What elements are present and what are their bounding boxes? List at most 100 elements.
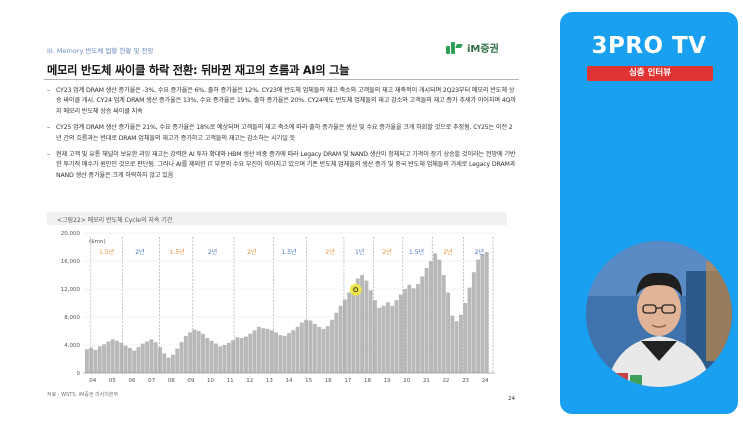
- x-tick-label: 12: [246, 378, 253, 384]
- bar: [140, 343, 145, 373]
- cycle-label: 2년: [382, 248, 391, 256]
- chart-caption: <그림22> 메모리 반도체 Cycle의 지속 기간: [57, 217, 173, 224]
- x-tick-label: 21: [423, 378, 430, 384]
- bar: [274, 332, 279, 373]
- x-tick-label: 17: [344, 378, 351, 384]
- bar: [166, 357, 171, 373]
- bar: [175, 348, 180, 373]
- bar: [205, 338, 210, 373]
- bar: [338, 305, 343, 373]
- bar: [351, 285, 356, 373]
- cycle-label: 2년: [135, 248, 144, 256]
- bar: [153, 342, 158, 373]
- x-tick-label: 15: [305, 378, 312, 384]
- bullet-item: CY25 업계 DRAM 생산 증가율은 21%, 수요 증가율은 18%로 예…: [47, 123, 517, 144]
- cycle-label: 2년: [443, 248, 452, 256]
- bar: [123, 345, 128, 373]
- bar: [201, 333, 205, 373]
- chart-plot: 0 4,000 8,000 12,000 16,000 20,000 ($mn) 1.5년 2년…: [61, 231, 495, 384]
- brand-name: iM증권: [467, 44, 499, 55]
- slide-title: 메모리 반도체 싸이클 하락 전환: 뒤바뀐 재고의 흐름과 AI의 그늘: [47, 64, 350, 77]
- bar: [287, 333, 291, 373]
- bar: [226, 342, 231, 373]
- bar: [115, 340, 119, 373]
- x-tick-label: 10: [207, 378, 214, 384]
- bar: [334, 312, 339, 373]
- cycle-label: 2년: [208, 248, 217, 256]
- bar: [446, 292, 451, 373]
- bar: [244, 336, 248, 373]
- x-tick-label: 16: [325, 378, 332, 384]
- bar: [106, 341, 111, 373]
- bar: [407, 284, 412, 373]
- chart-caption-bar: [47, 212, 507, 225]
- cycle-label: 2년: [247, 248, 256, 256]
- bar: [110, 339, 115, 373]
- bar: [196, 331, 201, 373]
- cycle-chart: <그림22> 메모리 반도체 Cycle의 지속 기간 0 4,000 8,000 1…: [47, 207, 507, 397]
- bar: [377, 307, 382, 373]
- x-tick-label: 09: [187, 378, 194, 384]
- bar: [299, 322, 304, 373]
- cycle-label: 1.5년: [99, 248, 114, 256]
- x-tick-label: 13: [266, 378, 273, 384]
- page-number: 24: [508, 396, 515, 402]
- bar: [248, 333, 253, 373]
- y-tick-label: 4,000: [64, 343, 80, 349]
- bar: [209, 340, 214, 373]
- bar: [235, 337, 240, 373]
- bar: [312, 324, 317, 373]
- bar: [102, 344, 107, 373]
- bar: [360, 275, 365, 373]
- x-tick-label: 22: [442, 378, 449, 384]
- bar: [158, 347, 162, 373]
- x-tick-label: 05: [109, 378, 116, 384]
- bar: [89, 347, 94, 373]
- bar: [381, 305, 386, 373]
- brand-logo: iM증권: [446, 40, 499, 55]
- bar: [97, 346, 102, 373]
- y-tick-label: 8,000: [64, 315, 80, 321]
- bar: [93, 349, 98, 373]
- bar: [364, 280, 369, 373]
- bar: [231, 340, 236, 373]
- bar: [188, 332, 193, 373]
- bar: [416, 284, 420, 373]
- bar: [265, 328, 270, 373]
- cycle-label: 1.5년: [170, 248, 185, 256]
- bar: [149, 339, 154, 373]
- guest-camera-feed: [586, 241, 732, 387]
- bar: [218, 346, 223, 373]
- cycle-label: 1.5년: [409, 248, 424, 256]
- y-tick-label: 20,000: [61, 231, 81, 237]
- bar: [342, 299, 347, 373]
- bar: [261, 328, 266, 373]
- bar: [170, 354, 175, 373]
- bar: [119, 342, 124, 373]
- bar: [282, 335, 287, 373]
- bar: [459, 314, 463, 373]
- bullet-item: 현재 고객 및 유통 채널이 보유한 과잉 재고는 강력한 AI 투자 확대와 …: [47, 150, 517, 181]
- cycle-label: 1.5년: [281, 248, 296, 256]
- bar: [433, 253, 438, 373]
- y-tick-label: 0: [77, 371, 81, 377]
- title-divider: [44, 79, 519, 80]
- cycle-label: 2년: [475, 248, 484, 256]
- bar: [295, 326, 300, 373]
- x-tick-label: 07: [148, 378, 155, 384]
- bar: [330, 319, 334, 373]
- bar: [308, 320, 313, 373]
- bar: [325, 326, 330, 373]
- bar: [484, 251, 489, 373]
- bar: [355, 278, 360, 373]
- bar: [390, 305, 395, 373]
- bar: [84, 349, 89, 373]
- bar: [256, 326, 261, 373]
- x-tick-label: 11: [227, 378, 234, 384]
- bar: [441, 275, 446, 373]
- x-tick-label: 14: [286, 378, 293, 384]
- y-tick-label: 12,000: [61, 287, 81, 293]
- x-tick-label: 23: [462, 378, 469, 384]
- bar: [127, 347, 132, 373]
- bar: [450, 315, 455, 373]
